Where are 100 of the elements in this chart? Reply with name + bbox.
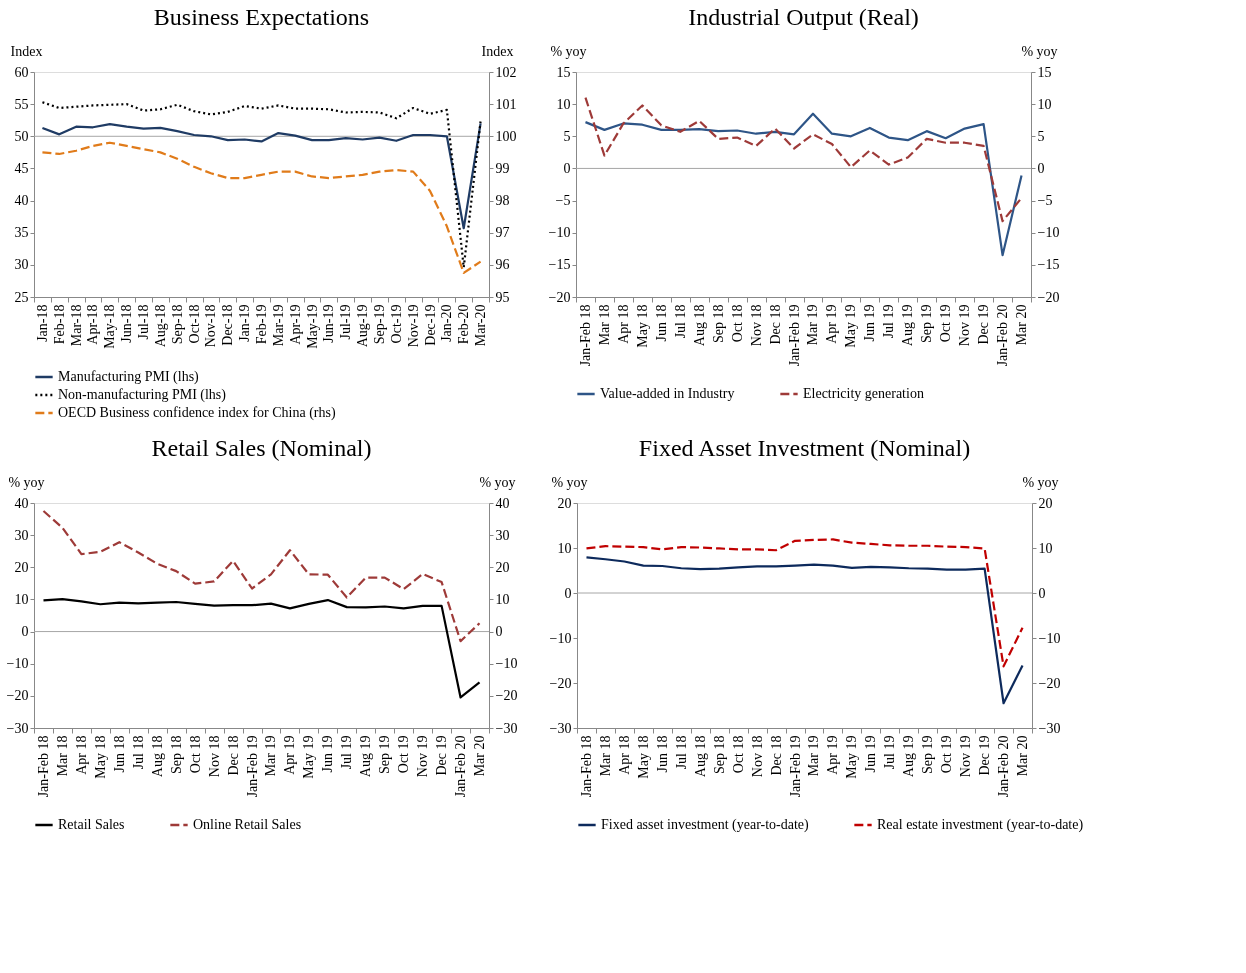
x-tick-label: Dec 19	[976, 304, 992, 345]
x-tick-label: Dec-18	[220, 304, 236, 346]
x-tick-label: Jul 18	[130, 735, 146, 770]
x-tick-label: Oct-18	[186, 304, 202, 344]
y2-tick-label: −20	[1037, 289, 1060, 305]
x-tick-label: May-19	[304, 304, 320, 349]
x-tick-label: Apr-19	[287, 304, 303, 345]
x-tick-label: Mar-20	[473, 304, 489, 347]
x-tick-label: Sep 19	[919, 304, 935, 343]
y-tick-label: 50	[14, 128, 29, 144]
y2-tick-label: 10	[1037, 96, 1052, 112]
x-tick-label: Feb-20	[456, 304, 472, 345]
x-tick-label: Nov 19	[957, 304, 973, 347]
y2-tick-label: 30	[495, 527, 510, 543]
chart-title: Business Expectations	[153, 4, 370, 30]
x-tick-label: Mar 20	[472, 735, 488, 777]
y-tick-label: 30	[14, 527, 29, 543]
line-series	[585, 538, 1024, 668]
x-tick-label: Jan-Feb 20	[996, 735, 1012, 798]
x-tick-label: Jun-18	[119, 304, 135, 343]
line-series	[41, 101, 482, 269]
y2-axis-title: % yoy	[1022, 474, 1059, 490]
x-tick-label: Jan-Feb 18	[35, 735, 51, 798]
y-tick-label: −20	[549, 675, 572, 691]
y-tick-label: 10	[557, 540, 572, 556]
x-tick-label: Apr 18	[615, 304, 631, 344]
x-tick-label: Oct-19	[388, 304, 404, 344]
y-tick-label: 60	[14, 64, 29, 80]
y-tick-label: 0	[564, 585, 572, 601]
x-tick-label: Dec 18	[768, 735, 784, 776]
x-tick-label: Mar 19	[806, 735, 822, 777]
x-tick-label: Apr 19	[824, 304, 840, 344]
x-tick-label: Jul-19	[338, 304, 354, 340]
x-tick-label: May 19	[843, 304, 859, 348]
x-tick-label: Aug 19	[901, 735, 917, 778]
y2-tick-label: 40	[495, 495, 510, 511]
x-tick-label: Jan-Feb 20	[995, 304, 1011, 367]
line-series	[42, 598, 481, 699]
legend-label: Non-manufacturing PMI (lhs)	[58, 387, 227, 403]
x-tick-label: Nov 18	[206, 735, 222, 778]
y2-tick-label: −15	[1037, 257, 1060, 273]
x-tick-label: Jan-Feb 18	[578, 735, 594, 798]
y2-tick-label: 10	[495, 591, 510, 607]
y-tick-label: 55	[14, 96, 29, 112]
x-tick-label: Aug 18	[692, 735, 708, 778]
legend-label: Electricity generation	[803, 386, 924, 401]
x-tick-label: May 19	[844, 735, 860, 779]
x-tick-label: Nov 19	[415, 735, 431, 778]
y2-tick-label: −10	[495, 656, 518, 672]
y-tick-label: 15	[556, 64, 571, 80]
x-tick-label: Aug-18	[152, 304, 168, 348]
x-tick-label: May 18	[634, 304, 650, 348]
y2-tick-label: 20	[495, 559, 510, 575]
x-tick-label: Dec 18	[767, 304, 783, 345]
x-tick-label: Jul 19	[881, 304, 897, 339]
x-tick-label: Dec 19	[434, 735, 450, 776]
y2-tick-label: −20	[495, 688, 518, 704]
y2-tick-label: 96	[495, 257, 510, 273]
y2-tick-label: 15	[1037, 64, 1052, 80]
x-tick-label: Oct 19	[396, 735, 412, 774]
x-tick-label: Nov-19	[405, 304, 421, 348]
x-tick-label: Nov 18	[748, 304, 764, 347]
x-tick-label: Mar 18	[54, 735, 70, 777]
x-tick-label: Jul 19	[882, 735, 898, 770]
x-tick-label: Apr 19	[282, 735, 298, 775]
y-tick-label: −10	[6, 656, 29, 672]
legend-label: Fixed asset investment (year-to-date)	[601, 817, 810, 833]
y2-tick-label: 0	[1038, 585, 1046, 601]
y2-axis-title: Index	[481, 43, 514, 59]
x-tick-label: Apr 18	[73, 735, 89, 775]
legend-label: Manufacturing PMI (lhs)	[58, 369, 200, 385]
y2-axis-title: % yoy	[1021, 43, 1058, 59]
x-tick-label: Jan-19	[237, 304, 253, 342]
y2-tick-label: 100	[495, 128, 517, 144]
x-tick-label: Aug 19	[358, 735, 374, 778]
line-series	[41, 141, 482, 274]
x-tick-label: Mar-18	[68, 304, 84, 347]
x-tick-label: Mar 19	[805, 304, 821, 346]
y-tick-label: 0	[563, 160, 571, 176]
x-tick-label: Feb-19	[254, 304, 269, 345]
x-tick-label: May 18	[92, 735, 108, 779]
y2-tick-label: 95	[495, 289, 510, 305]
legend-label: Retail Sales	[58, 817, 125, 832]
x-tick-label: Jan-Feb 19	[787, 735, 803, 798]
x-tick-label: Oct 18	[729, 304, 745, 343]
x-tick-label: Sep 18	[710, 304, 726, 343]
y-tick-label: 0	[21, 624, 29, 640]
line-series	[585, 556, 1024, 705]
x-tick-label: Jun 18	[653, 304, 669, 342]
x-tick-label: Mar 20	[1015, 735, 1031, 777]
x-tick-label: Sep 19	[377, 735, 393, 774]
x-tick-label: Sep 18	[168, 735, 184, 774]
y-tick-label: 45	[14, 160, 29, 176]
x-tick-label: Jun 18	[654, 735, 670, 773]
x-tick-label: Jul-18	[136, 304, 152, 340]
legend-label: Real estate investment (year-to-date)	[877, 817, 1084, 833]
chart-title: Industrial Output (Real)	[688, 4, 919, 30]
y2-tick-label: 98	[495, 193, 510, 209]
y2-tick-label: −10	[1038, 630, 1061, 646]
y-tick-label: 35	[14, 225, 29, 241]
